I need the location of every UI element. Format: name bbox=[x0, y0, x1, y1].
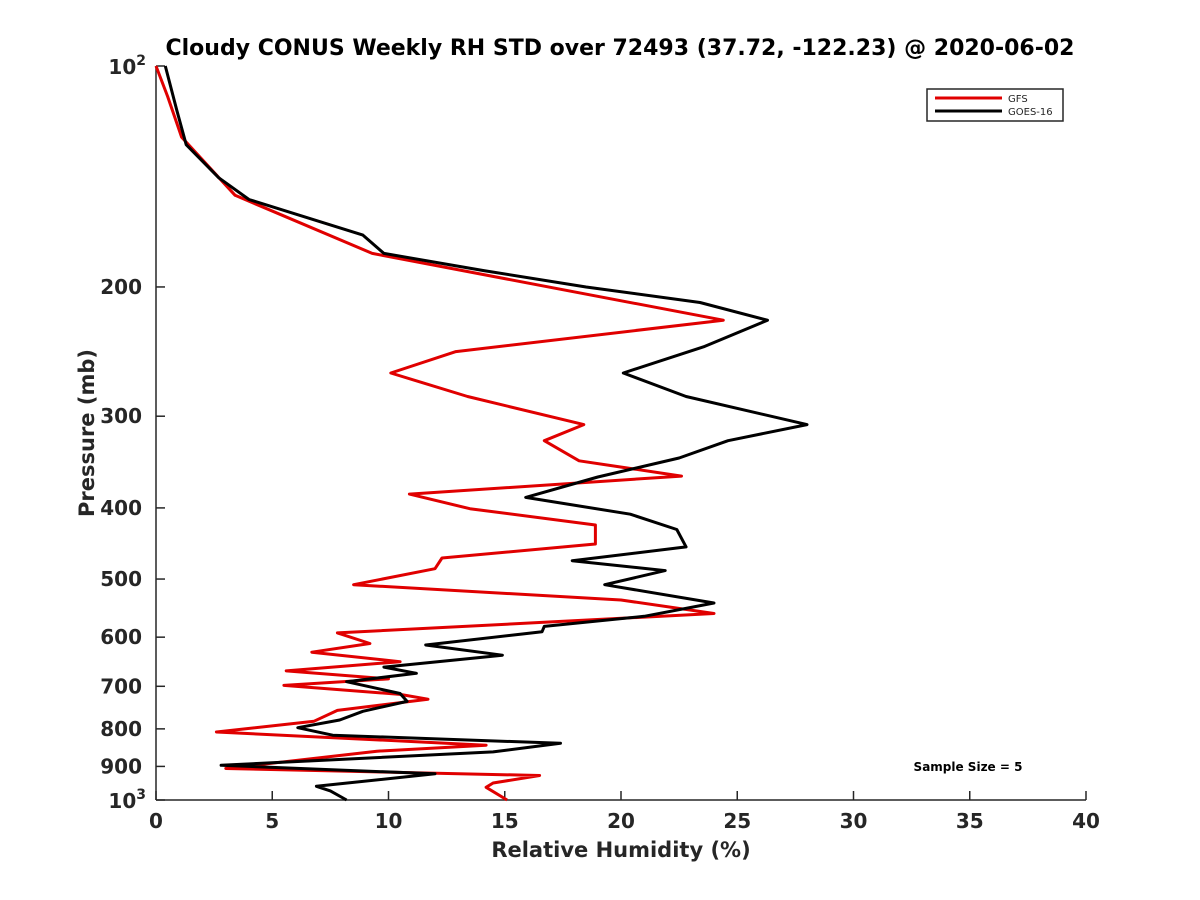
x-tick-label: 0 bbox=[149, 809, 163, 833]
legend: GFS GOES-16 bbox=[926, 88, 1064, 122]
y-tick-label: 102 bbox=[108, 53, 146, 79]
y-tick-label: 600 bbox=[100, 625, 142, 649]
x-tick-label: 10 bbox=[375, 809, 403, 833]
y-axis-label: Pressure (mb) bbox=[75, 349, 99, 517]
y-tick-label-base: 10 bbox=[108, 789, 136, 813]
legend-label-goes-16: GOES-16 bbox=[1008, 107, 1053, 118]
x-tick-label: 35 bbox=[956, 809, 984, 833]
x-tick-label: 20 bbox=[607, 809, 635, 833]
y-tick-label: 800 bbox=[100, 717, 142, 741]
y-tick-label-exponent: 2 bbox=[136, 53, 146, 69]
y-tick-label: 400 bbox=[100, 496, 142, 520]
y-tick-label: 300 bbox=[100, 404, 142, 428]
x-ticks: 0 5 10 15 20 25 30 35 40 bbox=[149, 791, 1100, 833]
y-tick-label: 500 bbox=[100, 567, 142, 591]
legend-label-gfs: GFS bbox=[1008, 94, 1028, 105]
legend-box bbox=[926, 88, 1064, 122]
y-tick-label: 200 bbox=[100, 275, 142, 299]
y-tick-label: 103 bbox=[108, 787, 146, 813]
series-line-goes-16 bbox=[163, 65, 809, 802]
x-tick-label: 5 bbox=[265, 809, 279, 833]
sample-size-annotation: Sample Size = 5 bbox=[914, 760, 1023, 774]
x-tick-label: 25 bbox=[723, 809, 751, 833]
series-lines bbox=[154, 65, 809, 802]
y-tick-label: 900 bbox=[100, 754, 142, 778]
y-tick-label: 700 bbox=[100, 674, 142, 698]
x-tick-label: 40 bbox=[1072, 809, 1100, 833]
x-tick-label: 15 bbox=[491, 809, 519, 833]
chart-title: Cloudy CONUS Weekly RH STD over 72493 (3… bbox=[166, 36, 1075, 61]
y-tick-label-base: 10 bbox=[108, 55, 136, 79]
series-line-gfs bbox=[154, 65, 725, 802]
x-axis-label: Relative Humidity (%) bbox=[491, 838, 750, 862]
y-tick-label-exponent: 3 bbox=[136, 787, 146, 803]
x-tick-label: 30 bbox=[840, 809, 868, 833]
